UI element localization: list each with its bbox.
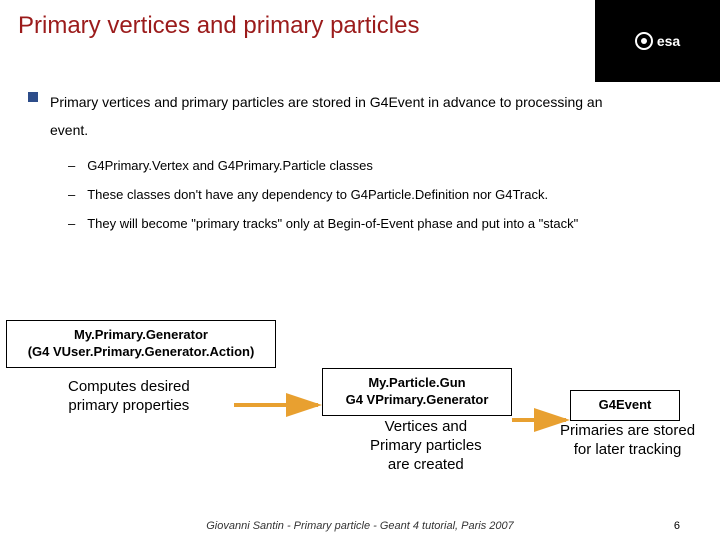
sub-text: They will become "primary tracks" only a… xyxy=(87,216,578,231)
main-bullet-text: Primary vertices and primary particles a… xyxy=(50,88,610,144)
dash-icon: – xyxy=(68,187,75,202)
arrow-icon xyxy=(510,405,588,435)
dash-icon: – xyxy=(68,216,75,231)
generator-box: My.Primary.Generator (G4 VUser.Primary.G… xyxy=(6,320,276,368)
arrow-icon xyxy=(232,390,340,420)
dash-icon: – xyxy=(68,158,75,173)
list-item: – G4Primary.Vertex and G4Primary.Particl… xyxy=(68,158,578,173)
box-line1: My.Particle.Gun xyxy=(333,375,501,392)
main-bullet: Primary vertices and primary particles a… xyxy=(28,88,610,144)
sub-bullet-list: – G4Primary.Vertex and G4Primary.Particl… xyxy=(68,158,578,245)
logo-bar: esa xyxy=(595,0,720,82)
esa-text: esa xyxy=(657,33,680,49)
computes-caption: Computes desiredprimary properties xyxy=(68,378,190,416)
box-line1: My.Primary.Generator xyxy=(17,327,265,344)
box-line2: (G4 VUser.Primary.Generator.Action) xyxy=(17,344,265,361)
slide-title: Primary vertices and primary particles xyxy=(18,12,419,40)
esa-ring-icon xyxy=(635,32,653,50)
box-line2: G4 VPrimary.Generator xyxy=(333,392,501,409)
box-line1: G4Event xyxy=(581,397,669,414)
sub-text: These classes don't have any dependency … xyxy=(87,187,548,202)
list-item: – They will become "primary tracks" only… xyxy=(68,216,578,231)
sub-text: G4Primary.Vertex and G4Primary.Particle … xyxy=(87,158,373,173)
page-number: 6 xyxy=(674,520,680,532)
bullet-square-icon xyxy=(28,92,38,102)
vertices-caption: Vertices andPrimary particlesare created xyxy=(370,418,482,474)
esa-logo: esa xyxy=(635,32,680,50)
footer-text: Giovanni Santin - Primary particle - Gea… xyxy=(0,520,720,532)
list-item: – These classes don't have any dependenc… xyxy=(68,187,578,202)
gun-box: My.Particle.Gun G4 VPrimary.Generator xyxy=(322,368,512,416)
